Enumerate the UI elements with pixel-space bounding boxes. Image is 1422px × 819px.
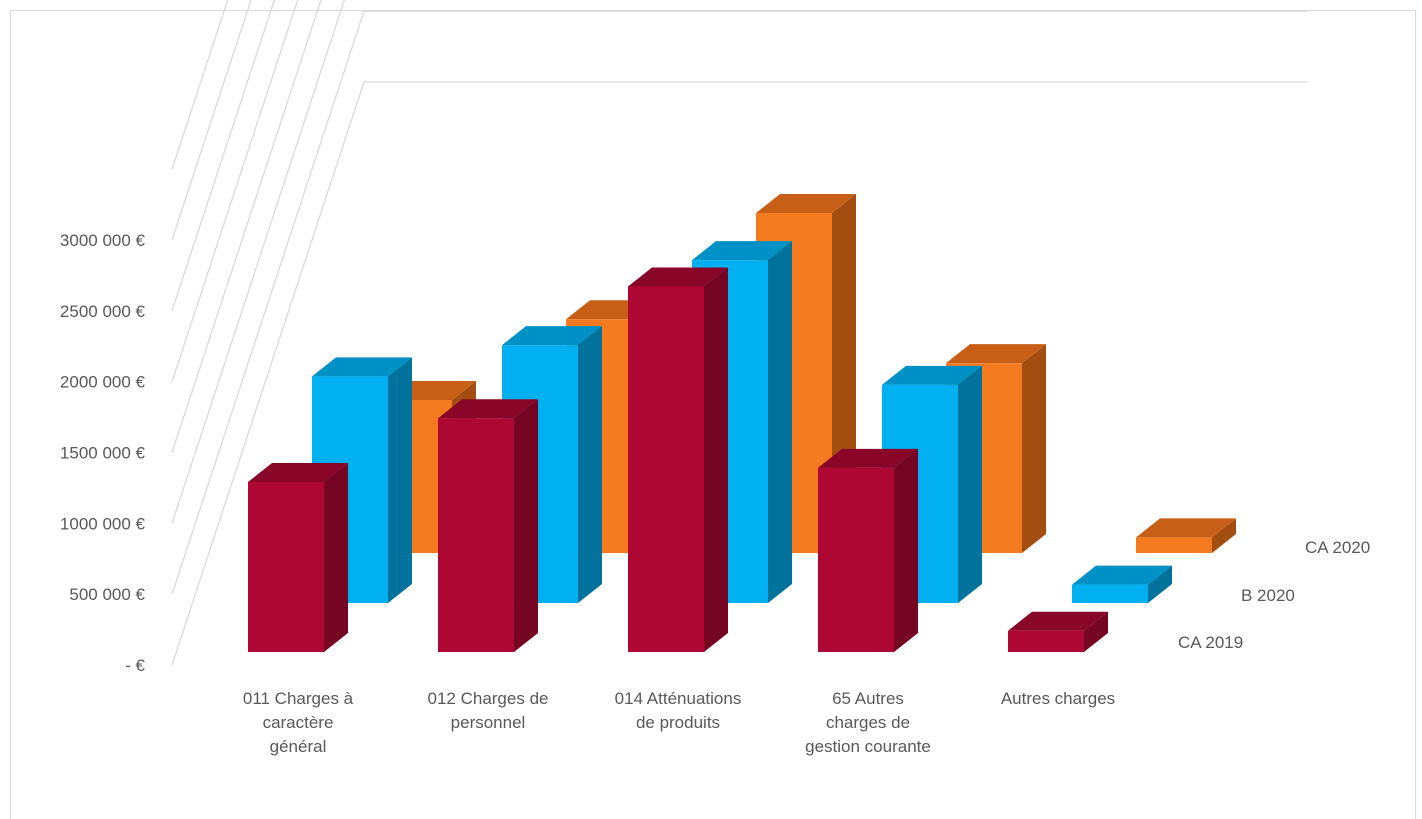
bar-ca-2019-2	[628, 267, 728, 652]
gridline	[171, 0, 252, 241]
category-label: 011 Charges à caractère général	[243, 689, 354, 756]
gridline	[171, 0, 276, 312]
y-tick-label: 2500 000 €	[60, 302, 146, 321]
y-tick-label: 2000 000 €	[60, 373, 146, 392]
x-axis-category-labels: 011 Charges à caractère général 012 Charges…	[243, 689, 1115, 756]
y-tick-label: - €	[125, 656, 145, 675]
bar-ca-2019-3	[818, 448, 918, 652]
bars	[248, 194, 1236, 652]
gridline	[171, 0, 346, 524]
gridlines	[171, 0, 1308, 666]
bar-ca-2020-4	[1136, 518, 1236, 553]
y-tick-label: 500 000 €	[69, 585, 145, 604]
y-tick-label: 1500 000 €	[60, 444, 146, 463]
bar-ca-2019-1	[438, 399, 538, 652]
bar-ca-2019-4	[1008, 611, 1108, 652]
gridline	[171, 0, 299, 382]
series-label-ca-2020: CA 2020	[1305, 538, 1370, 557]
bar-ca-2019-0	[248, 463, 348, 652]
gridline	[171, 81, 1308, 666]
series-label-ca-2019: CA 2019	[1178, 633, 1243, 652]
series-label-b-2020: B 2020	[1241, 586, 1295, 605]
gridline	[171, 10, 1308, 595]
category-label: 012 Charges de personnel	[428, 689, 549, 732]
category-label: 014 Atténuations de produits	[615, 689, 742, 732]
bar-b-2020-4	[1072, 565, 1172, 603]
gridline	[171, 0, 322, 453]
category-label: 65 Autres charges de gestion courante	[805, 689, 931, 756]
category-label: Autres charges	[1001, 689, 1115, 708]
y-axis-tick-labels: - € 500 000 € 1000 000 € 1500 000 € 2000 000…	[60, 231, 146, 675]
gridline	[171, 0, 229, 170]
y-tick-label: 1000 000 €	[60, 514, 146, 533]
y-tick-label: 3000 000 €	[60, 231, 146, 250]
series-labels: CA 2019 B 2020 CA 2020	[1178, 538, 1370, 652]
